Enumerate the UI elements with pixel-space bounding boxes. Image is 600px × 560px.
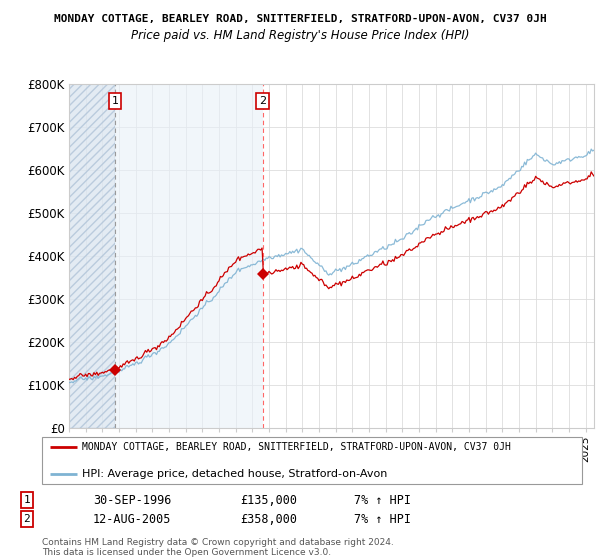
Text: Contains HM Land Registry data © Crown copyright and database right 2024.
This d: Contains HM Land Registry data © Crown c…: [42, 538, 394, 557]
Text: HPI: Average price, detached house, Stratford-on-Avon: HPI: Average price, detached house, Stra…: [83, 469, 388, 479]
Bar: [115, 84, 263, 428]
Text: 2: 2: [259, 96, 266, 106]
Text: MONDAY COTTAGE, BEARLEY ROAD, SNITTERFIELD, STRATFORD-UPON-AVON, CV37 0JH: MONDAY COTTAGE, BEARLEY ROAD, SNITTERFIE…: [53, 14, 547, 24]
Text: £358,000: £358,000: [240, 512, 297, 526]
Text: 7% ↑ HPI: 7% ↑ HPI: [354, 493, 411, 507]
Text: 1: 1: [23, 495, 31, 505]
Text: 30-SEP-1996: 30-SEP-1996: [93, 493, 172, 507]
Text: 12-AUG-2005: 12-AUG-2005: [93, 512, 172, 526]
Text: £135,000: £135,000: [240, 493, 297, 507]
Text: Price paid vs. HM Land Registry's House Price Index (HPI): Price paid vs. HM Land Registry's House …: [131, 29, 469, 42]
Text: 1: 1: [112, 96, 118, 106]
Text: 2: 2: [23, 514, 31, 524]
Text: MONDAY COTTAGE, BEARLEY ROAD, SNITTERFIELD, STRATFORD-UPON-AVON, CV37 0JH: MONDAY COTTAGE, BEARLEY ROAD, SNITTERFIE…: [83, 442, 511, 452]
Text: 7% ↑ HPI: 7% ↑ HPI: [354, 512, 411, 526]
Bar: [69, 84, 115, 428]
